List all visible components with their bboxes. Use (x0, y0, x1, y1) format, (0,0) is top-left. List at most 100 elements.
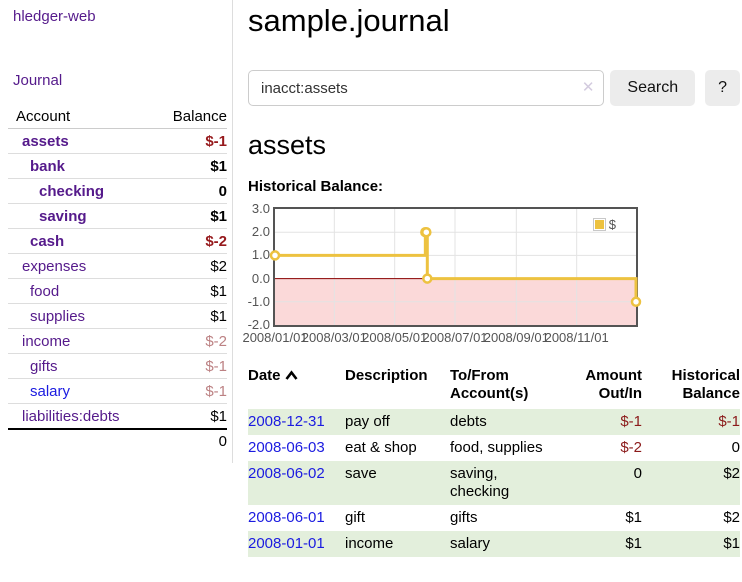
register-row: 2008-06-03 eat & shop food, supplies $-2… (248, 435, 740, 461)
balance-chart: 3.0 2.0 1.0 0.0 -1.0 -2.0 $ 2008/01/01 2008/03… (242, 201, 718, 347)
register-header-row: Date Description To/From Account(s) Amou… (248, 365, 740, 409)
account-balance: $1 (158, 403, 227, 430)
account-row: gifts $-1 (8, 353, 227, 379)
account-link-supplies[interactable]: supplies (30, 308, 86, 325)
transaction-date-link[interactable]: 2008-01-01 (248, 535, 325, 552)
account-balance: $-1 (158, 128, 227, 154)
account-balance: $1 (158, 278, 227, 304)
y-tick-label: 0.0 (251, 270, 270, 286)
transaction-amount: $1 (558, 531, 642, 557)
register-header-balance: Historical Balance (671, 367, 740, 402)
register-table: Date Description To/From Account(s) Amou… (248, 365, 740, 557)
clear-search-icon[interactable]: ✕ (581, 79, 595, 96)
chart-title: Historical Balance: (248, 178, 384, 195)
register-row: 2008-01-01 income salary $1 $1 (248, 531, 740, 557)
main-content: sample.journal ✕ Search ? assets Histori… (242, 0, 740, 557)
transaction-accounts: salary (450, 531, 558, 557)
sort-ascending-icon (284, 368, 298, 386)
transaction-description: save (345, 461, 450, 505)
y-tick-label: -2.0 (247, 317, 270, 332)
account-balance: $1 (158, 203, 227, 229)
account-row: salary $-1 (8, 378, 227, 404)
x-tick-label: 2008/09/01 (483, 330, 549, 345)
account-row: bank $1 (8, 153, 227, 179)
transaction-amount: $-1 (558, 409, 642, 435)
transaction-amount: $-2 (620, 439, 642, 456)
account-balance: $-1 (158, 353, 227, 379)
chart-y-axis-labels: 3.0 2.0 1.0 0.0 -1.0 -2.0 (238, 201, 270, 332)
transaction-accounts: debts (450, 409, 558, 435)
account-row: income $-2 (8, 328, 227, 354)
account-link-expenses[interactable]: expenses (22, 258, 87, 275)
chart-legend: $ (592, 217, 616, 232)
transaction-date-link[interactable]: 2008-12-31 (248, 413, 325, 430)
accounts-header-account: Account (8, 106, 158, 129)
account-balance: $1 (158, 153, 227, 179)
account-link-cash[interactable]: cash (30, 233, 65, 250)
search-input[interactable] (248, 70, 605, 106)
search-form: ✕ Search ? (248, 70, 740, 106)
account-balance: $-2 (158, 328, 227, 354)
account-row: assets $-1 (8, 128, 227, 154)
account-balance: 0 (158, 178, 227, 204)
search-button[interactable]: Search (610, 70, 696, 106)
account-link-income[interactable]: income (22, 333, 71, 350)
transaction-description: income (345, 531, 450, 557)
transaction-balance: 0 (731, 439, 740, 456)
legend-label: $ (608, 217, 616, 232)
register-header-amount: Amount Out/In (585, 367, 642, 402)
transaction-balance: $2 (642, 461, 740, 505)
help-button[interactable]: ? (705, 70, 740, 106)
transaction-date-link[interactable]: 2008-06-03 (248, 439, 325, 456)
transaction-description: gift (345, 509, 366, 526)
sidebar: hledger-web Journal Account Balance asse… (0, 0, 233, 463)
account-link-salary[interactable]: salary (30, 383, 71, 400)
register-header-date[interactable]: Date (248, 365, 345, 409)
account-row: liabilities:debts $1 (8, 403, 227, 430)
account-row: cash $-2 (8, 228, 227, 254)
transaction-amount: 0 (558, 461, 642, 505)
transaction-accounts: gifts (450, 509, 478, 526)
account-balance: $1 (158, 303, 227, 329)
account-balance: $-2 (158, 228, 227, 254)
account-row: checking 0 (8, 178, 227, 204)
register-row: 2008-06-01 gift gifts $1 $2 (248, 505, 740, 531)
x-tick-label: 2008/01/01 (242, 330, 308, 345)
account-balance: $2 (158, 253, 227, 279)
transaction-date-link[interactable]: 2008-06-02 (248, 465, 325, 482)
register-header-accounts: To/From Account(s) (450, 367, 529, 402)
account-link-liabilities-debts[interactable]: liabilities:debts (22, 408, 120, 425)
x-tick-label: 2008/07/01 (422, 330, 488, 345)
account-link-bank[interactable]: bank (30, 158, 66, 175)
brand-link[interactable]: hledger-web (13, 8, 96, 25)
accounts-total-row: 0 (8, 428, 227, 453)
account-balance: $-1 (158, 378, 227, 404)
transaction-date-link[interactable]: 2008-06-01 (248, 509, 325, 526)
register-row: 2008-06-02 save saving, checking 0 $2 (248, 461, 740, 505)
chart-x-axis-labels: 2008/01/01 2008/03/01 2008/05/01 2008/07/01… (242, 330, 638, 346)
accounts-tree: Account Balance assets $-1 bank $1 checkin… (8, 106, 227, 453)
account-link-gifts[interactable]: gifts (30, 358, 58, 375)
account-row: food $1 (8, 278, 227, 304)
accounts-total-value: 0 (158, 428, 227, 453)
y-tick-label: 2.0 (251, 224, 270, 240)
y-tick-label: 1.0 (251, 247, 270, 263)
register-row: 2008-12-31 pay off debts $-1 $-1 (248, 409, 740, 435)
chart-plot-svg (269, 209, 642, 325)
x-tick-label: 2008/11/01 (544, 330, 609, 345)
sidebar-item-journal[interactable]: Journal (13, 72, 63, 89)
transaction-balance: $-1 (642, 409, 740, 435)
y-tick-label: -1.0 (247, 293, 270, 309)
account-link-checking[interactable]: checking (39, 183, 105, 200)
account-row: supplies $1 (8, 303, 227, 329)
account-row: saving $1 (8, 203, 227, 229)
account-link-food[interactable]: food (30, 283, 60, 300)
account-row: expenses $2 (8, 253, 227, 279)
transaction-accounts: saving, checking (450, 461, 558, 505)
account-link-saving[interactable]: saving (39, 208, 87, 225)
transaction-description: pay off (345, 409, 450, 435)
transaction-balance: $2 (723, 509, 740, 526)
transaction-balance: $1 (642, 531, 740, 557)
transaction-amount: $1 (625, 509, 642, 526)
account-link-assets[interactable]: assets (22, 133, 69, 150)
